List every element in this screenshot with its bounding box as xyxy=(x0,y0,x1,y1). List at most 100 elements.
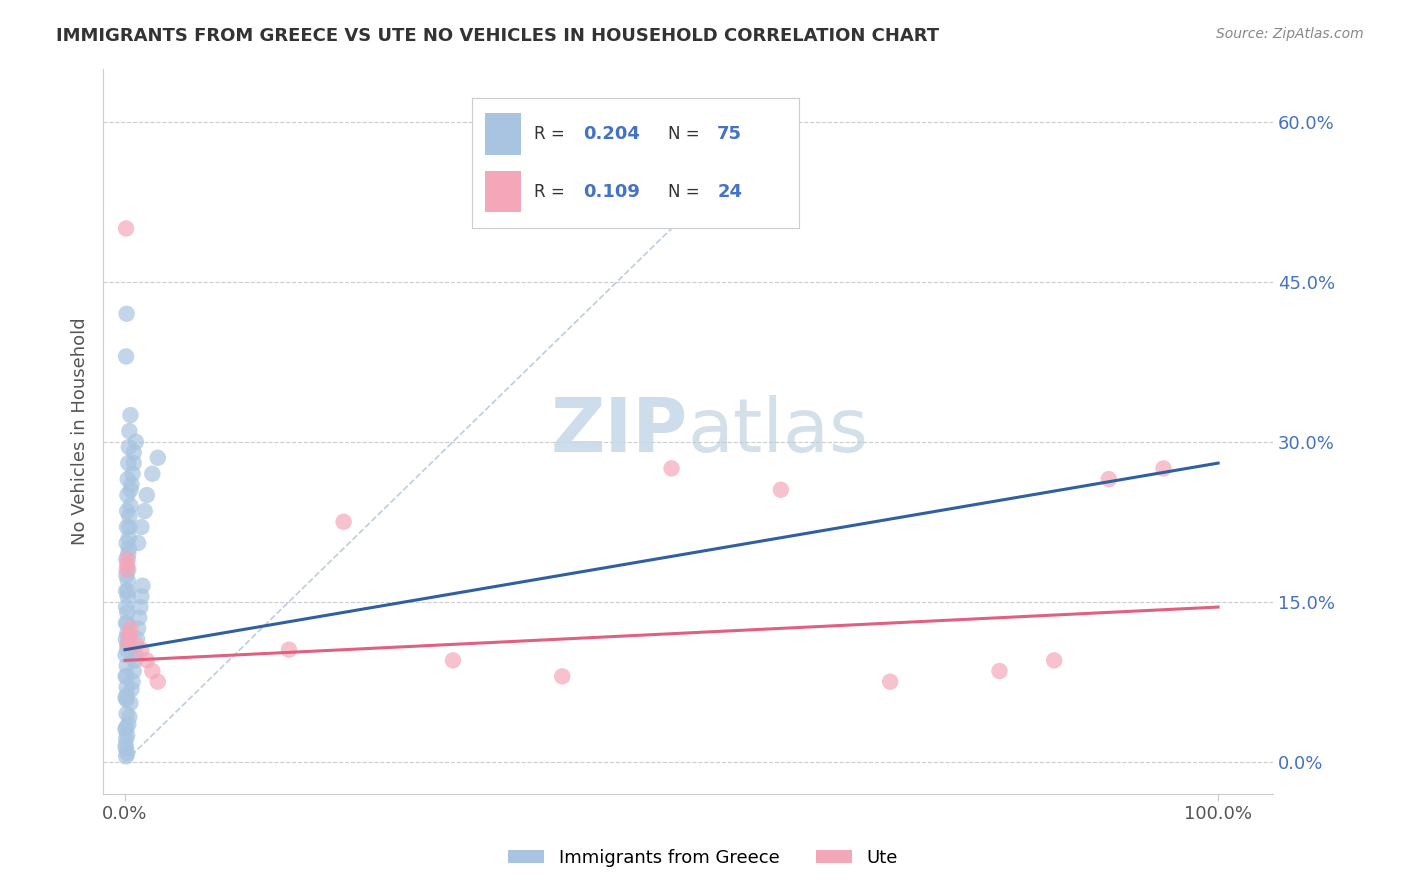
Text: IMMIGRANTS FROM GREECE VS UTE NO VEHICLES IN HOUSEHOLD CORRELATION CHART: IMMIGRANTS FROM GREECE VS UTE NO VEHICLE… xyxy=(56,27,939,45)
Point xyxy=(131,579,153,593)
Point xyxy=(122,456,145,470)
Point xyxy=(117,456,139,470)
Point xyxy=(115,732,138,747)
Point xyxy=(115,504,138,518)
Point xyxy=(146,450,169,465)
Point xyxy=(114,669,136,683)
Point xyxy=(117,574,139,588)
Point xyxy=(441,653,464,667)
Point xyxy=(117,637,139,651)
Point xyxy=(114,723,136,737)
Point xyxy=(125,434,148,449)
Point xyxy=(115,606,138,620)
Point xyxy=(141,467,163,481)
Point xyxy=(551,669,574,683)
Point xyxy=(121,682,143,697)
Point xyxy=(120,408,142,422)
Point xyxy=(117,488,139,502)
Point xyxy=(115,658,138,673)
Point xyxy=(121,477,143,491)
Point xyxy=(115,520,138,534)
Point xyxy=(115,626,138,640)
Point xyxy=(1152,461,1174,475)
Point xyxy=(115,552,138,566)
Point xyxy=(118,509,141,524)
Point xyxy=(115,584,138,599)
Point xyxy=(118,626,141,640)
Point xyxy=(127,621,149,635)
Point xyxy=(115,742,138,756)
Point xyxy=(128,611,150,625)
Point xyxy=(115,350,138,364)
Point xyxy=(127,536,149,550)
Point xyxy=(131,642,153,657)
Point xyxy=(131,520,153,534)
Point xyxy=(115,746,138,760)
Point xyxy=(131,590,153,604)
Point xyxy=(121,467,143,481)
Point xyxy=(122,664,145,678)
Point xyxy=(117,552,139,566)
Point xyxy=(135,488,157,502)
Point xyxy=(122,445,145,459)
Text: ZIP: ZIP xyxy=(551,394,688,467)
Point xyxy=(118,440,141,454)
Point xyxy=(120,696,142,710)
Point xyxy=(278,642,301,657)
Point xyxy=(115,642,138,657)
Point xyxy=(117,590,139,604)
Legend: Immigrants from Greece, Ute: Immigrants from Greece, Ute xyxy=(501,842,905,874)
Point xyxy=(134,504,156,518)
Point xyxy=(1098,472,1121,486)
Point xyxy=(879,674,901,689)
Point xyxy=(1043,653,1066,667)
Point xyxy=(125,648,148,662)
Point xyxy=(769,483,792,497)
Y-axis label: No Vehicles in Household: No Vehicles in Household xyxy=(72,318,89,545)
Point xyxy=(115,728,138,742)
Point xyxy=(115,693,138,707)
Point xyxy=(121,674,143,689)
Point xyxy=(141,664,163,678)
Point xyxy=(115,563,138,577)
Point xyxy=(988,664,1011,678)
Point xyxy=(115,615,138,630)
Point xyxy=(332,515,354,529)
Point xyxy=(661,461,683,475)
Point xyxy=(120,483,142,497)
Point xyxy=(115,689,138,703)
Point xyxy=(114,690,136,705)
Text: atlas: atlas xyxy=(688,394,869,467)
Point xyxy=(120,499,142,513)
Point xyxy=(125,637,148,651)
Point xyxy=(114,648,136,662)
Point xyxy=(115,536,138,550)
Point xyxy=(117,717,139,731)
Point xyxy=(135,653,157,667)
Point xyxy=(115,749,138,764)
Point xyxy=(118,541,141,556)
Point xyxy=(117,472,139,486)
Point xyxy=(124,653,146,667)
Point xyxy=(118,531,141,545)
Point xyxy=(125,632,148,646)
Point xyxy=(115,615,138,630)
Point xyxy=(115,669,138,683)
Point xyxy=(117,563,139,577)
Point xyxy=(115,600,138,615)
Point xyxy=(118,424,141,438)
Point xyxy=(115,706,138,721)
Point xyxy=(117,547,139,561)
Text: Source: ZipAtlas.com: Source: ZipAtlas.com xyxy=(1216,27,1364,41)
Point xyxy=(115,637,138,651)
Point xyxy=(115,221,138,235)
Point xyxy=(115,680,138,694)
Point xyxy=(118,632,141,646)
Point xyxy=(115,307,138,321)
Point xyxy=(146,674,169,689)
Point xyxy=(115,558,138,572)
Point xyxy=(120,621,142,635)
Point xyxy=(117,584,139,599)
Point xyxy=(129,600,152,615)
Point xyxy=(115,632,138,646)
